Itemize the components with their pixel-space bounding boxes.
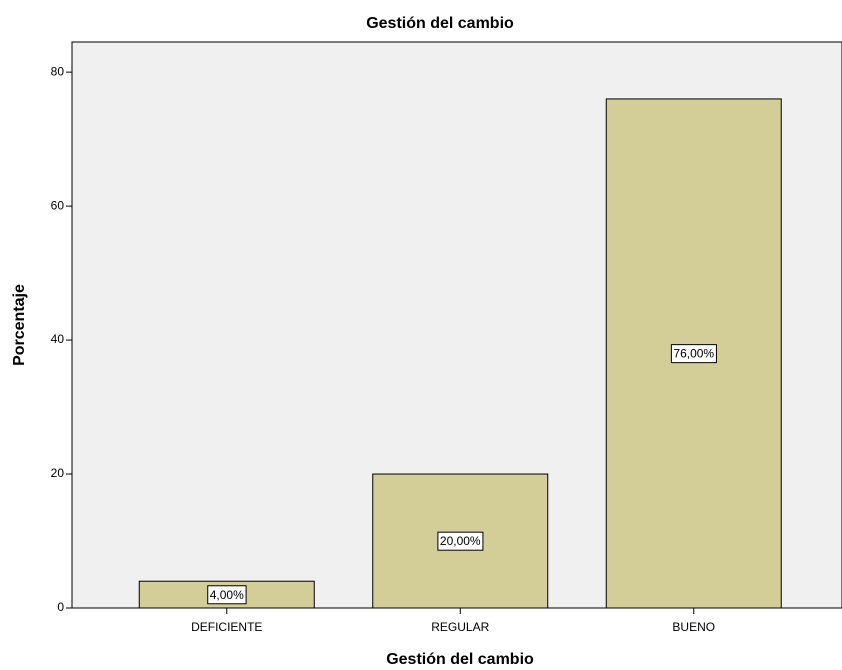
value-label-box — [670, 344, 717, 364]
value-label-box — [207, 585, 247, 605]
y-tick-label: 0 — [57, 600, 64, 614]
x-tick-label: DEFICIENTE — [191, 620, 262, 634]
value-label: 76,00% — [673, 347, 714, 361]
x-tick-label: REGULAR — [431, 620, 489, 634]
y-axis-label: Porcentaje — [11, 284, 28, 366]
x-tick-label: BUENO — [672, 620, 715, 634]
value-label: 20,00% — [440, 534, 481, 548]
value-label-box — [437, 531, 484, 551]
y-tick-label: 80 — [51, 64, 65, 78]
value-label: 4,00% — [210, 588, 244, 602]
y-tick-label: 40 — [51, 332, 65, 346]
y-tick-label: 20 — [51, 466, 65, 480]
x-axis-label: Gestión del cambio — [386, 651, 534, 668]
chart-title: Gestión del cambio — [366, 15, 514, 32]
y-tick-label: 60 — [51, 198, 65, 212]
